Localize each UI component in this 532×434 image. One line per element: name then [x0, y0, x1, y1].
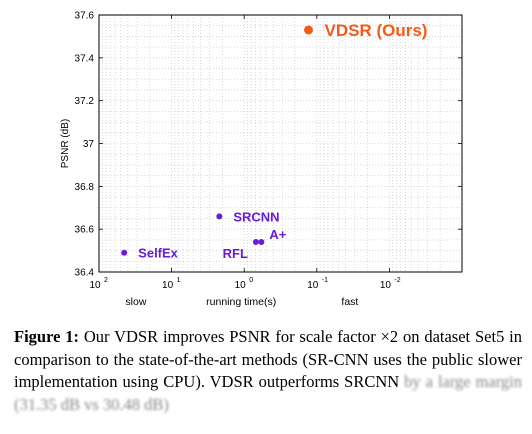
caption-label: Figure 1:: [14, 327, 80, 346]
y-tick-label: 36.6: [75, 225, 95, 236]
point-label: VDSR (Ours): [325, 21, 428, 40]
x-tick-label: 10: [235, 280, 247, 291]
x-tick-label: 10: [307, 280, 319, 291]
x-axis-label: running time(s): [206, 296, 276, 308]
data-point: [121, 249, 128, 256]
x-tick-exponent: 1: [177, 277, 181, 284]
fast-label: fast: [341, 296, 358, 308]
y-tick-label: 36.8: [75, 182, 95, 193]
y-tick-label: 37: [83, 139, 95, 150]
caption-faded-text: by a large margin (31.35 dB vs 30.48 dB): [14, 372, 522, 414]
point-label: SRCNN: [233, 209, 279, 224]
data-point: [252, 239, 259, 246]
x-tick-label: 10: [89, 280, 101, 291]
chart: 36.4 36.6 36.8 37 37.2 37.4 37.6 10 2 10 1 10 0 10 -1 1…: [60, 11, 463, 308]
caption-text: Our VDSR improves PSNR for scale factor …: [14, 327, 523, 391]
point-label: RFL: [223, 246, 248, 261]
x-tick-exponent: -1: [322, 277, 328, 284]
y-tick-label: 37.6: [75, 11, 95, 22]
slow-label: slow: [125, 296, 146, 308]
point-label: A+: [269, 227, 286, 242]
x-tick-exponent: -2: [394, 277, 400, 284]
x-tick-exponent: 0: [249, 277, 253, 284]
data-point: [258, 239, 265, 246]
x-tick-label: 10: [380, 280, 392, 291]
point-label: SelfEx: [138, 246, 179, 261]
data-point: [304, 25, 314, 35]
x-tick-exponent: 2: [104, 277, 108, 284]
x-tick-label: 10: [162, 280, 174, 291]
y-axis-label: PSNR (dB): [60, 119, 71, 168]
data-point: [216, 213, 223, 220]
y-tick-label: 37.2: [75, 96, 95, 107]
y-tick-label: 36.4: [75, 268, 95, 279]
figure-caption: Figure 1: Our VDSR improves PSNR for sca…: [14, 326, 522, 416]
y-tick-label: 37.4: [75, 53, 95, 64]
